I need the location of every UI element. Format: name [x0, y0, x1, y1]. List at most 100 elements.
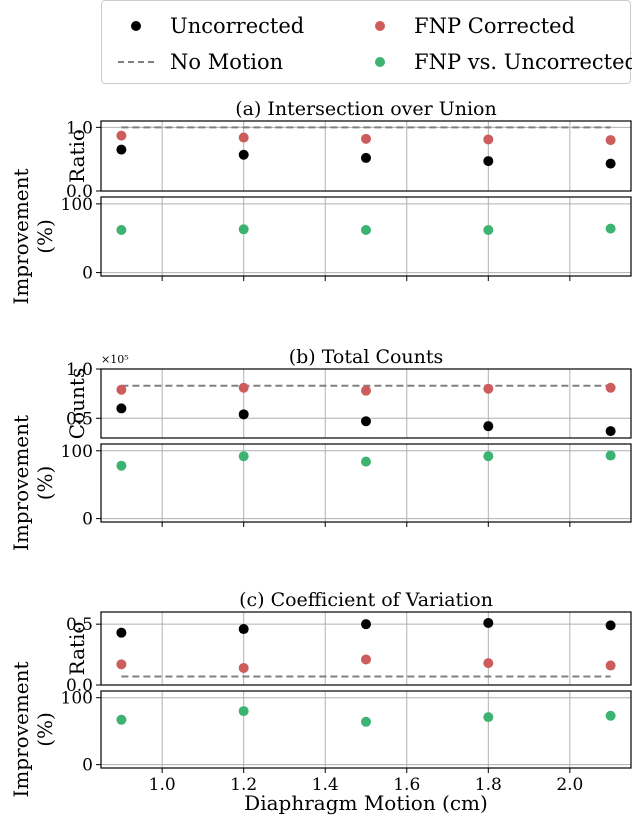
improvement-y-axis-label: Improvement — [9, 415, 33, 551]
legend-item-uncorrected: Uncorrected — [116, 13, 304, 39]
uncorrected-point — [116, 627, 127, 638]
legend-item-fnp-vs-uncorrected: FNP vs. Uncorrected — [360, 49, 632, 75]
fnp-corrected-point — [483, 658, 494, 669]
fnp-corrected-point — [483, 383, 494, 394]
x-tick-label: 1.6 — [393, 775, 420, 795]
no-motion-dash-icon — [116, 49, 156, 75]
chart-panel: 0.0 1.0 0 100 (a) Intersection over Union Rat… — [9, 98, 632, 305]
y-axis-label: Counts — [65, 368, 89, 439]
x-tick-label: 1.4 — [312, 775, 339, 795]
fnp-corrected-point — [116, 659, 127, 670]
chart-panel: 1.0 1.2 1.4 1.6 1.8 2.0 0.0 0.5 0 100 (c) Coeffici… — [9, 589, 632, 798]
uncorrected-point — [361, 416, 371, 427]
improvement-point — [238, 224, 249, 235]
uncorrected-point — [483, 421, 494, 432]
main-axes-frame — [100, 120, 632, 192]
improvement-point — [116, 714, 127, 725]
improvement-point — [361, 224, 371, 235]
legend: Uncorrected No Motion FNP Corrected FNP … — [101, 0, 632, 84]
main-axes-frame — [100, 611, 632, 686]
improvement-point — [238, 706, 249, 717]
legend-label-no-motion: No Motion — [170, 50, 284, 74]
improvement-y-axis-unit: (%) — [33, 712, 57, 747]
fnp-corrected-point — [238, 132, 249, 143]
fnp-corrected-point — [361, 385, 371, 396]
uncorrected-marker-icon — [116, 13, 156, 39]
uncorrected-point — [483, 617, 494, 628]
fnp-corrected-point — [116, 130, 127, 141]
legend-item-no-motion: No Motion — [116, 49, 283, 75]
y-tick-label: 0.0 — [66, 676, 93, 696]
fnp-corrected-point — [605, 660, 616, 671]
legend-item-fnp-corrected: FNP Corrected — [360, 13, 575, 39]
improvement-marker-icon — [360, 49, 400, 75]
improvement-y-axis-label: Improvement — [9, 661, 33, 797]
y-tick-label: 100 — [61, 195, 93, 215]
improvement-axes-frame — [100, 196, 632, 277]
uncorrected-point — [605, 426, 616, 437]
improvement-point — [116, 224, 127, 235]
x-tick-label: 1.0 — [149, 775, 176, 795]
x-tick-label: 2.0 — [556, 775, 583, 795]
uncorrected-point — [361, 619, 371, 630]
fnp-corrected-point — [361, 133, 371, 144]
improvement-axes-frame — [100, 443, 632, 523]
y-tick-label: 0 — [82, 510, 93, 530]
fnp-corrected-point — [483, 134, 494, 145]
uncorrected-point — [361, 152, 371, 163]
improvement-point — [605, 223, 616, 234]
y-tick-label: 100 — [61, 689, 93, 709]
y-tick-label: 1.0 — [66, 118, 93, 138]
main-axes-frame — [100, 368, 632, 439]
x-tick-label: 1.8 — [475, 775, 502, 795]
improvement-y-axis-unit: (%) — [33, 466, 57, 501]
chart-title: (a) Intersection over Union — [235, 98, 497, 120]
legend-label-fnp-corrected: FNP Corrected — [414, 14, 576, 38]
y-axis-label: Ratio — [65, 622, 89, 676]
x-tick-label: 1.2 — [230, 775, 257, 795]
y-tick-label: 0.5 — [66, 615, 93, 635]
x-axis-label: Diaphragm Motion (cm) — [244, 791, 488, 815]
y-tick-label: 0 — [82, 264, 93, 284]
chart-title: (b) Total Counts — [289, 346, 444, 368]
uncorrected-point — [238, 409, 249, 420]
fnp-corrected-point — [605, 135, 616, 146]
uncorrected-point — [605, 620, 616, 631]
legend-label-uncorrected: Uncorrected — [170, 14, 305, 38]
y-offset-label: ×10⁵ — [101, 353, 129, 366]
fnp-corrected-point — [238, 662, 249, 673]
improvement-point — [483, 451, 494, 462]
y-tick-label: 0.5 — [66, 409, 93, 429]
uncorrected-point — [605, 158, 616, 169]
fnp-corrected-point — [361, 654, 371, 665]
uncorrected-point — [116, 144, 127, 155]
improvement-point — [605, 710, 616, 721]
uncorrected-point — [238, 624, 249, 635]
improvement-point — [238, 451, 249, 462]
improvement-point — [483, 224, 494, 235]
y-tick-label: 0.0 — [66, 182, 93, 202]
improvement-point — [361, 456, 371, 467]
y-axis-label: Ratio — [65, 129, 89, 183]
improvement-axes-frame — [100, 690, 632, 769]
improvement-point — [361, 716, 371, 727]
chart-panel: 0.5 1.0 0 100 (b) Total Counts ×10⁵ Counts Impr… — [9, 346, 632, 551]
fnp-corrected-marker-icon — [360, 13, 400, 39]
fnp-corrected-point — [605, 382, 616, 393]
uncorrected-point — [483, 156, 494, 167]
fnp-corrected-point — [116, 384, 127, 395]
improvement-point — [605, 450, 616, 461]
improvement-y-axis-label: Improvement — [9, 168, 33, 304]
uncorrected-point — [238, 149, 249, 160]
improvement-point — [116, 460, 127, 471]
y-tick-label: 100 — [61, 442, 93, 462]
chart-title: (c) Coefficient of Variation — [239, 589, 493, 611]
uncorrected-point — [116, 403, 127, 414]
legend-label-fnp-vs-uncorrected: FNP vs. Uncorrected — [414, 50, 632, 74]
improvement-y-axis-unit: (%) — [33, 219, 57, 254]
y-tick-label: 0 — [82, 756, 93, 776]
improvement-point — [483, 712, 494, 723]
y-tick-label: 1.0 — [66, 360, 93, 380]
fnp-corrected-point — [238, 382, 249, 393]
